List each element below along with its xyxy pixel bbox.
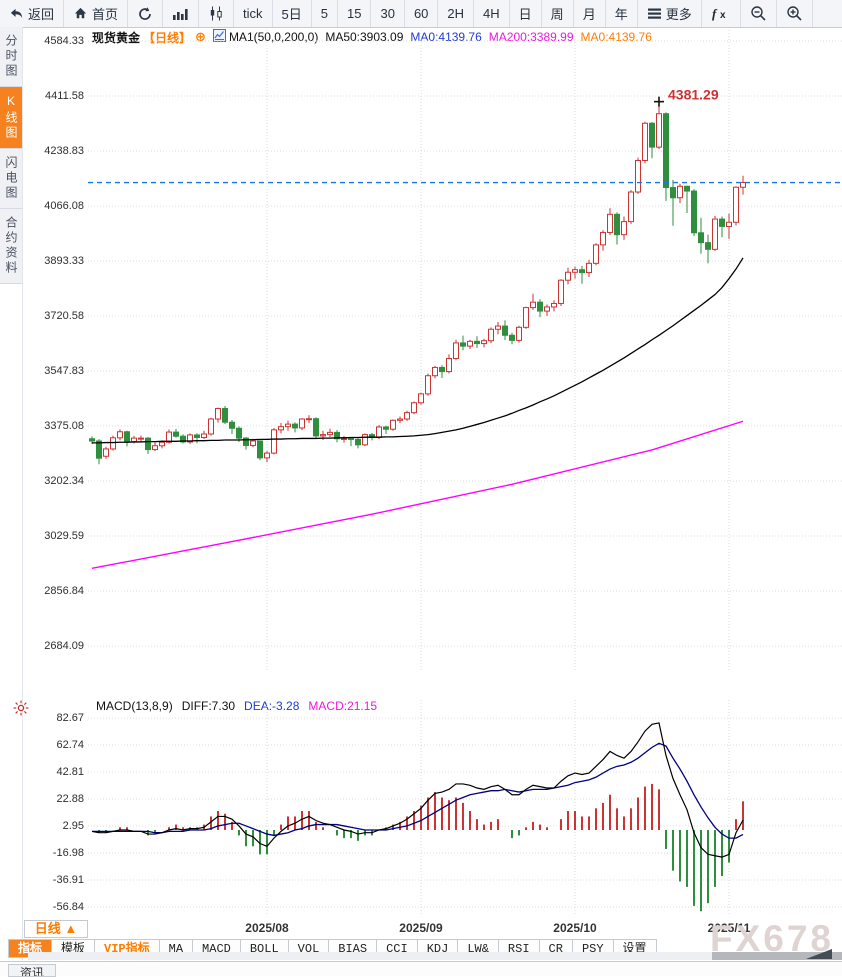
symbol-name: 现货黄金 [92,30,141,45]
macd-axis-tick: 22.88 [56,793,84,805]
tab-news[interactable]: 资讯 [8,964,56,977]
interval-30min[interactable]: 30 [371,0,405,27]
interval-day[interactable]: 日 [510,0,542,27]
sidebar-item-contract-info[interactable]: 合约资料 [0,209,22,284]
indicator-settings-icon[interactable] [13,700,29,721]
price-axis-tick: 3720.58 [44,310,84,322]
svg-text:f: f [712,6,718,21]
price-axis-tick: 3202.34 [44,474,84,487]
price-axis-tick: 4411.58 [45,90,84,102]
svg-text:4381.29: 4381.29 [668,87,719,103]
price-axis-tick: 4238.83 [44,145,84,157]
chart-type-sidebar: 分时图 K线图 闪电图 合约资料 [0,27,23,960]
interval-15min[interactable]: 15 [338,0,372,27]
macd-dea-value: DEA:-3.28 [244,699,300,713]
price-axis-tick: 2856.84 [44,584,84,597]
sidebar-item-flash-chart[interactable]: 闪电图 [0,149,22,209]
price-axis-tick: 3893.33 [44,255,84,267]
ma50-value: MA50:3903.09 [325,30,404,44]
back-button[interactable]: 返回 [0,0,65,27]
refresh-button[interactable] [128,0,164,27]
interval-week[interactable]: 周 [542,0,574,27]
scrollbar-resize-arrow[interactable] [806,949,832,959]
horizontal-scrollbar-thumb[interactable] [712,952,842,960]
interval-month[interactable]: 月 [574,0,606,27]
interval-5day[interactable]: 5日 [273,0,312,27]
macd-axis-tick: -56.84 [52,901,84,913]
date-axis-tick: 2025/10 [553,921,597,935]
zoom-in-button[interactable] [777,0,813,27]
interval-tick[interactable]: tick [234,0,273,27]
interval-2h[interactable]: 2H [438,0,475,27]
interval-year[interactable]: 年 [606,0,638,27]
price-axis-tick: 2684.09 [44,640,84,652]
more-button[interactable]: 更多 [638,0,702,27]
bottom-strip [0,961,842,976]
date-axis-tick: 2025/09 [399,921,443,935]
mini-chart-icon [212,29,226,45]
macd-axis-tick: 62.74 [56,739,84,751]
period-tag[interactable]: 【日线】 [143,30,192,45]
price-axis-tick: 4584.33 [44,35,84,47]
line-chart-button[interactable] [163,0,200,27]
interval-4h[interactable]: 4H [474,0,510,27]
sidebar-item-kline-chart[interactable]: K线图 [0,87,22,149]
add-indicator-icon[interactable]: ⊕ [195,29,206,44]
macd-axis-tick: -36.91 [52,874,84,886]
price-axis-tick: 3029.59 [44,529,84,542]
ma200-value: MA200:3389.99 [488,30,574,44]
horizontal-scrollbar-track[interactable] [28,952,842,960]
macd-axis-tick: 42.81 [56,766,84,778]
interval-60min[interactable]: 60 [405,0,439,27]
zoom-out-button[interactable] [741,0,777,27]
price-axis-tick: 3547.83 [44,365,84,377]
price-chart[interactable]: 4381.29 [88,30,842,670]
macd-header: MACD(13,8,9) DIFF:7.30 DEA:-3.28 MACD:21… [96,699,377,713]
date-axis-tick: 2025/11 [707,921,751,935]
sidebar-item-time-chart[interactable]: 分时图 [0,27,22,87]
date-axis-tick: 2025/08 [245,921,289,935]
macd-chart[interactable] [88,700,842,916]
home-button[interactable]: 首页 [64,0,129,27]
svg-text:x: x [720,10,726,21]
period-selector[interactable]: 日线 ▲ [24,920,88,938]
macd-parameter: MACD(13,8,9) [96,699,173,713]
toolbar: 返回 首页 tick 5日 5 15 30 60 2H 4H 日周月年更多 f x [0,0,842,28]
macd-axis-tick: 2.95 [62,820,84,832]
price-axis-tick: 3375.08 [44,420,84,432]
price-axis-tick: 4066.08 [44,200,84,212]
macd-axis-tick: 82.67 [56,712,84,724]
macd-value: MACD:21.15 [308,699,378,713]
macd-axis-tick: -16.98 [52,847,84,859]
candle-chart-button[interactable] [199,0,235,27]
macd-diff-value: DIFF:7.30 [181,699,236,713]
interval-5min[interactable]: 5 [312,0,338,27]
